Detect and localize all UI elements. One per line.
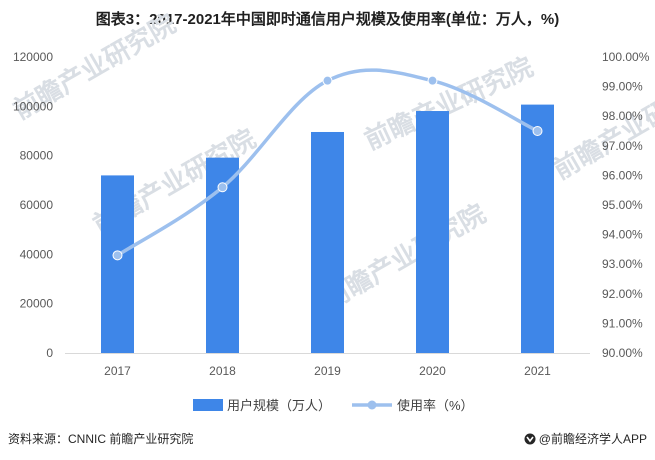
legend: 用户规模（万人） 使用率（%） <box>193 398 474 413</box>
legend-line-marker <box>367 400 377 410</box>
y-left-tick-label: 60000 <box>20 198 54 212</box>
bar-2017 <box>101 175 134 353</box>
y-left-tick-label: 0 <box>46 346 53 360</box>
brand-logo-icon <box>524 433 536 445</box>
line-point-2019 <box>322 75 333 86</box>
y-right-tick-label: 90.00% <box>602 346 643 360</box>
brand-text: @前瞻经济学人APP <box>538 432 647 446</box>
x-tick-label: 2018 <box>209 364 236 378</box>
y-right-tick-label: 100.00% <box>602 50 650 64</box>
y-right-tick-label: 92.00% <box>602 287 643 301</box>
line-point-2017 <box>112 250 123 261</box>
x-tick-label: 2020 <box>419 364 446 378</box>
line-point-2020 <box>427 75 438 86</box>
source-note: 资料来源：CNNIC 前瞻产业研究院 <box>8 432 194 446</box>
y-right-tick-label: 97.00% <box>602 139 643 153</box>
y-right-tick-label: 99.00% <box>602 80 643 94</box>
x-axis: 2017 2018 2019 2020 2021 <box>65 353 590 378</box>
y-left-tick-label: 20000 <box>20 297 54 311</box>
bar-2021 <box>521 104 554 354</box>
y-right-tick-label: 96.00% <box>602 168 643 182</box>
y-left-axis: 0 20000 40000 60000 80000 100000 120000 <box>13 50 53 360</box>
bar-2019 <box>311 131 344 353</box>
y-right-tick-label: 93.00% <box>602 257 643 271</box>
x-tick-label: 2017 <box>104 364 131 378</box>
x-tick-label: 2021 <box>524 364 551 378</box>
y-right-tick-label: 95.00% <box>602 198 643 212</box>
y-left-tick-label: 120000 <box>13 50 53 64</box>
y-right-tick-label: 94.00% <box>602 228 643 242</box>
y-left-tick-label: 100000 <box>13 99 53 113</box>
bar-2020 <box>416 111 449 354</box>
y-right-tick-label: 98.00% <box>602 109 643 123</box>
line-point-2018 <box>217 182 228 193</box>
x-tick-label: 2019 <box>314 364 341 378</box>
legend-line-label: 使用率（%） <box>397 398 474 413</box>
line-point-2021 <box>532 126 543 136</box>
line-series <box>112 68 543 261</box>
y-left-tick-label: 40000 <box>20 247 54 261</box>
y-right-axis: 90.00% 91.00% 92.00% 93.00% 94.00% 95.00% 96.0… <box>602 50 650 360</box>
legend-bar-swatch <box>193 399 223 411</box>
y-right-tick-label: 91.00% <box>602 316 643 330</box>
chart-title: 图表3：2017-2021年中国即时通信用户规模及使用率(单位：万人，%) <box>95 11 560 28</box>
bar-series <box>101 104 554 354</box>
legend-bar-label: 用户规模（万人） <box>227 398 331 413</box>
brand-note: @前瞻经济学人APP <box>524 430 647 447</box>
y-left-tick-label: 80000 <box>20 149 54 163</box>
